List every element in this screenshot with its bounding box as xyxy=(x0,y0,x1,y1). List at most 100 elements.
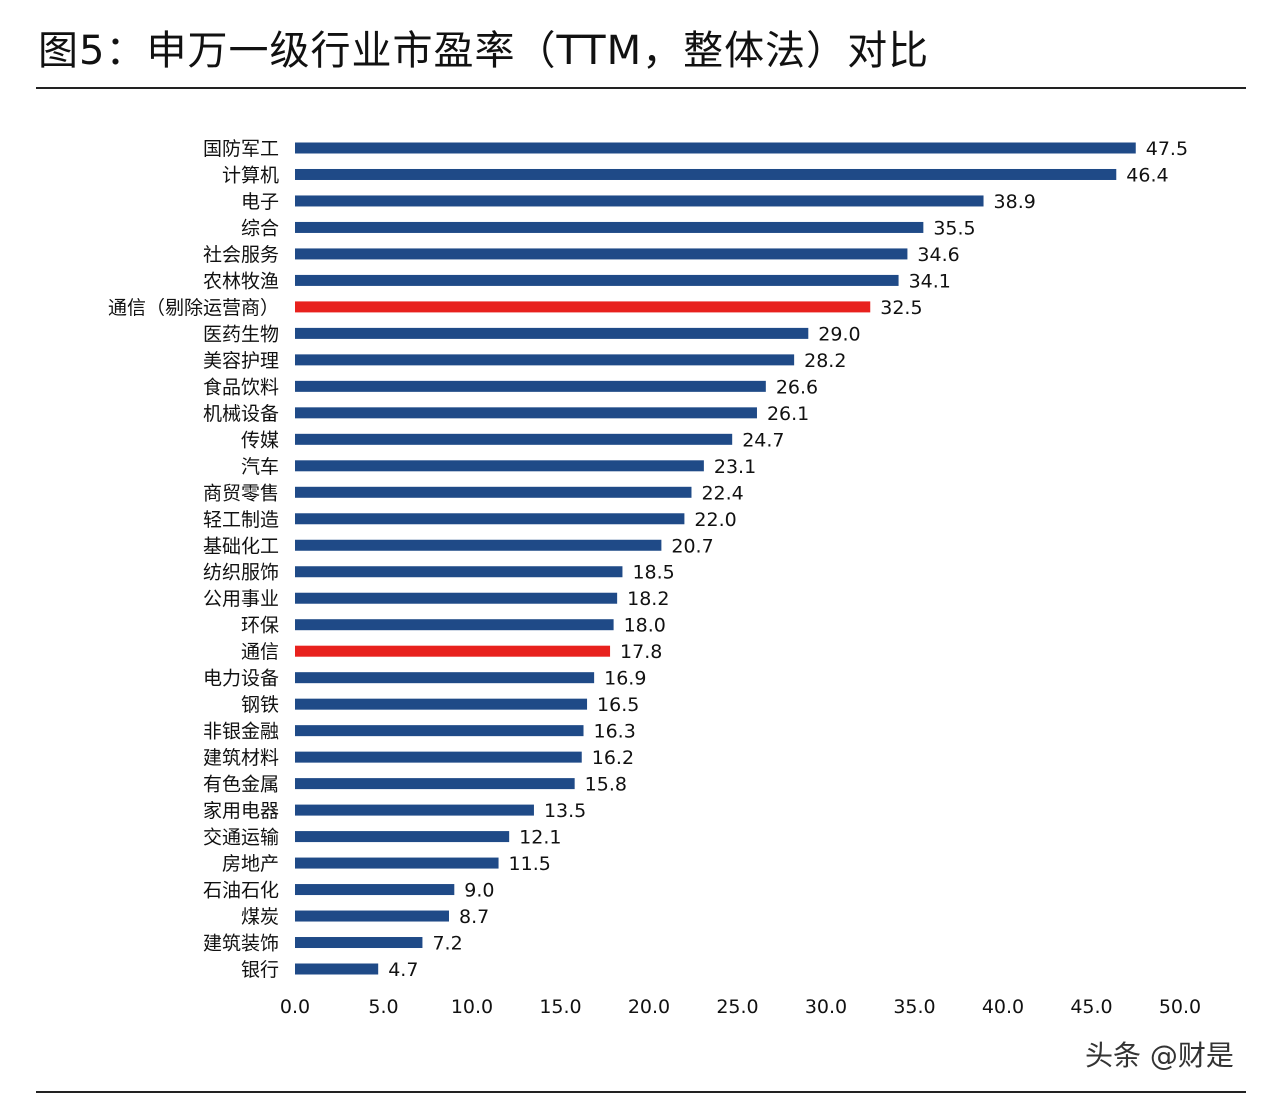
x-tick-label: 40.0 xyxy=(982,996,1024,1018)
value-label: 22.4 xyxy=(701,482,743,504)
value-label: 23.1 xyxy=(714,456,756,478)
x-tick-label: 50.0 xyxy=(1159,996,1201,1018)
value-label: 46.4 xyxy=(1126,164,1168,186)
bar xyxy=(295,619,614,631)
bar xyxy=(295,407,757,419)
bar xyxy=(295,380,766,392)
category-label: 环保 xyxy=(241,615,279,637)
value-label: 34.6 xyxy=(917,244,959,266)
bottom-divider xyxy=(36,1091,1246,1093)
bar xyxy=(295,354,795,366)
category-label: 纺织服饰 xyxy=(203,562,279,584)
x-tick-label: 25.0 xyxy=(716,996,758,1018)
chart-title: 图5：申万一级行业市盈率（TTM，整体法）对比 xyxy=(38,28,930,74)
category-label: 钢铁 xyxy=(241,694,279,716)
value-label: 8.7 xyxy=(459,906,489,928)
category-label: 医药生物 xyxy=(203,323,279,345)
category-label: 交通运输 xyxy=(203,827,279,849)
x-tick-label: 0.0 xyxy=(280,996,310,1018)
category-label: 建筑材料 xyxy=(203,747,279,769)
value-label: 38.9 xyxy=(994,191,1036,213)
category-label: 社会服务 xyxy=(203,244,279,266)
category-label: 公用事业 xyxy=(203,588,279,610)
category-label: 国防军工 xyxy=(203,138,279,160)
bar xyxy=(295,751,582,763)
bar xyxy=(295,937,423,949)
category-label: 汽车 xyxy=(241,456,279,478)
bar xyxy=(295,195,984,207)
value-label: 34.1 xyxy=(909,270,951,292)
value-label: 17.8 xyxy=(620,641,662,663)
value-label: 16.9 xyxy=(604,668,646,690)
bar xyxy=(295,672,595,684)
x-tick-label: 45.0 xyxy=(1070,996,1112,1018)
bar xyxy=(295,804,534,816)
value-label: 16.5 xyxy=(597,694,639,716)
category-label: 银行 xyxy=(241,959,279,981)
category-label: 机械设备 xyxy=(203,403,279,425)
value-label: 15.8 xyxy=(585,774,627,796)
value-label: 12.1 xyxy=(519,827,561,849)
bar xyxy=(295,274,899,286)
value-label: 32.5 xyxy=(880,297,922,319)
bar xyxy=(295,884,455,896)
bar xyxy=(295,168,1117,180)
value-label: 26.6 xyxy=(776,376,818,398)
category-label: 综合 xyxy=(241,217,279,239)
value-label: 18.0 xyxy=(624,615,666,637)
value-label: 26.1 xyxy=(767,403,809,425)
category-label: 商贸零售 xyxy=(203,482,279,504)
bar xyxy=(295,725,584,737)
bar xyxy=(295,857,499,869)
category-label: 通信（剔除运营商） xyxy=(108,297,279,319)
bar xyxy=(295,831,510,843)
bar xyxy=(295,460,704,472)
value-label: 7.2 xyxy=(432,933,462,955)
value-label: 20.7 xyxy=(671,535,713,557)
bar xyxy=(295,778,575,790)
bar xyxy=(295,566,623,578)
bar xyxy=(295,327,809,339)
bar xyxy=(295,539,662,551)
category-label: 石油石化 xyxy=(203,880,279,902)
category-label: 房地产 xyxy=(222,853,279,875)
bar xyxy=(295,248,908,260)
bar xyxy=(295,301,871,313)
category-label: 计算机 xyxy=(222,164,279,186)
value-label: 11.5 xyxy=(509,853,551,875)
value-label: 18.5 xyxy=(632,562,674,584)
watermark: 头条 @财是 xyxy=(1085,1039,1234,1072)
category-label: 轻工制造 xyxy=(203,509,279,531)
category-label: 非银金融 xyxy=(203,721,279,743)
bar xyxy=(295,963,379,975)
category-label: 食品饮料 xyxy=(203,376,279,398)
category-label: 电子 xyxy=(241,191,279,213)
value-label: 29.0 xyxy=(818,323,860,345)
bar xyxy=(295,592,618,604)
value-label: 13.5 xyxy=(544,800,586,822)
value-label: 28.2 xyxy=(804,350,846,372)
value-label: 16.3 xyxy=(594,721,636,743)
bar xyxy=(295,142,1136,154)
x-tick-label: 5.0 xyxy=(368,996,398,1018)
x-tick-label: 10.0 xyxy=(451,996,493,1018)
value-label: 35.5 xyxy=(933,217,975,239)
bar xyxy=(295,910,449,922)
value-label: 47.5 xyxy=(1146,138,1188,160)
x-tick-label: 20.0 xyxy=(628,996,670,1018)
category-label: 建筑装饰 xyxy=(203,933,279,955)
value-label: 18.2 xyxy=(627,588,669,610)
bar xyxy=(295,645,611,657)
value-label: 4.7 xyxy=(388,959,418,981)
bar xyxy=(295,221,924,233)
bar xyxy=(295,433,733,445)
x-tick-label: 15.0 xyxy=(539,996,581,1018)
category-label: 煤炭 xyxy=(241,906,279,928)
category-label: 电力设备 xyxy=(203,668,279,690)
category-label: 美容护理 xyxy=(203,350,279,372)
category-label: 家用电器 xyxy=(203,800,279,822)
category-label: 农林牧渔 xyxy=(203,270,279,292)
category-label: 有色金属 xyxy=(203,774,279,796)
